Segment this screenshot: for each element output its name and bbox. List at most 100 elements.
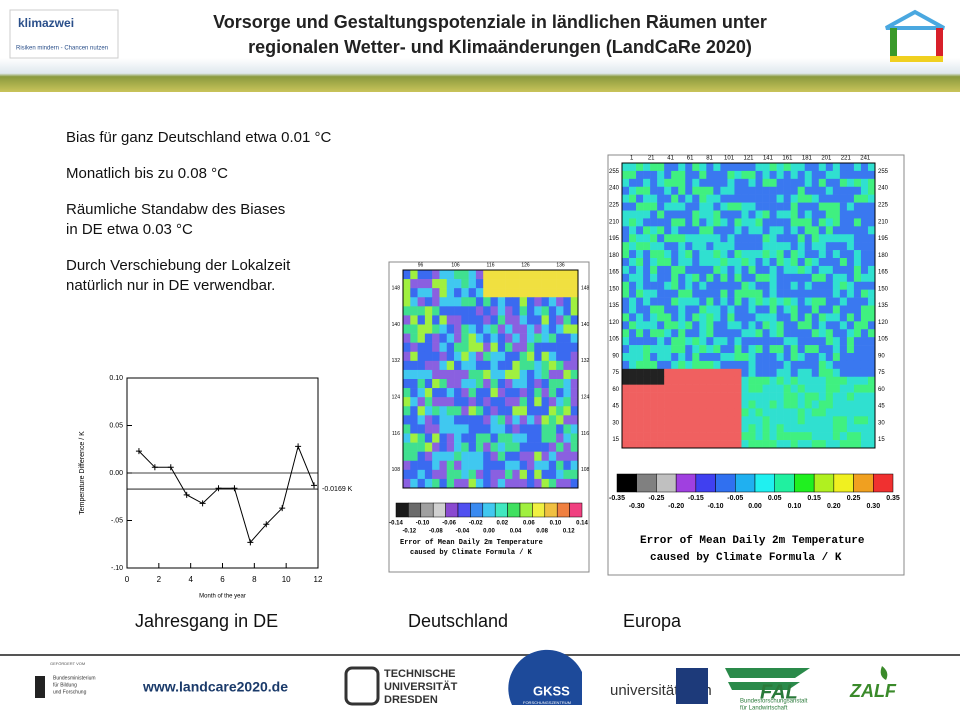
map-cell [446,297,455,307]
map-cell [678,202,686,211]
map-tick-label: 255 [878,169,889,175]
map-cell [713,242,721,251]
map-cell [720,265,728,275]
map-cell [860,321,869,330]
map-cell [699,186,707,195]
map-cell [846,297,855,306]
logo-text: UNIVERSITÄT [384,680,458,693]
map-cell [776,305,784,314]
map-cell [727,416,735,425]
map-cell [671,273,679,283]
map-cell [454,478,462,489]
map-cell [804,202,813,211]
map-cell [762,178,770,188]
map-cell [622,234,630,243]
map-cell [825,329,834,338]
logo-text: TECHNISCHE [384,668,456,680]
map-cell [563,379,572,389]
map-cell [548,424,557,434]
map-cell [783,360,791,370]
map-cell [424,279,433,289]
map-cell [783,210,791,219]
map-cell [720,163,728,172]
map-cell [563,369,572,380]
map-cell [825,305,834,314]
map-cell [563,406,572,416]
map-cell [526,433,535,443]
map-cell [832,416,841,425]
map-cell [769,400,777,409]
map-cell [818,186,827,195]
x-axis-label: Month of the year [199,594,246,600]
map-cell [685,305,693,314]
map-cell [671,392,679,401]
map-cell [548,469,557,480]
map-cell [497,433,506,443]
map-cell [776,376,784,385]
map-cell [727,345,735,354]
map-tick-label: 106 [451,262,460,268]
map-cell [860,384,869,393]
map-cell [720,170,728,180]
map-cell [699,432,707,441]
map-cell [678,273,686,283]
map-tick-label: 90 [612,353,619,359]
map-cell [776,250,784,259]
map-cell [424,460,433,471]
map-cell [678,186,686,195]
map-cell [622,202,630,211]
map-cell [526,451,535,462]
colorbar-label: -0.35 [609,495,625,502]
map-cell [720,376,728,385]
map-cell [818,234,827,243]
map-cell [755,360,763,370]
colorbar-cell [695,473,716,493]
map-cell [454,297,462,307]
map-cell [468,388,477,398]
colorbar-cell [457,502,471,518]
map-cell [650,321,658,330]
map-cell [664,337,672,346]
map-cell [461,315,469,325]
map-cell [643,218,651,227]
map-cell [657,440,665,449]
map-cell [692,210,700,219]
map-cell [699,400,707,409]
footer-url[interactable]: www.landcare2020.de [142,679,288,695]
map-cell [853,432,862,441]
map-cell [548,279,557,289]
map-cell [685,416,693,425]
map-cell [860,345,869,354]
map-cell [804,265,813,275]
map-cell [853,178,862,188]
eagle [35,676,45,698]
map-cell [783,202,791,211]
map-cell [846,202,855,211]
map-cell [541,342,550,353]
map-cell [534,379,542,389]
map-cell [811,163,820,172]
map-cell [664,210,672,219]
map-cell [657,416,665,425]
map-cell [755,424,763,433]
map-cell [762,218,770,227]
map-cell [853,337,862,346]
map-cell [818,321,827,330]
map-cell [832,400,841,409]
map-cell [678,353,686,362]
map-cell [748,218,756,227]
map-cell [748,408,756,417]
map-cell [804,392,813,401]
map-cell [446,306,455,316]
map-cell [790,250,798,259]
map-cell [825,353,834,362]
map-cell [790,170,798,180]
map-cell [755,368,763,378]
map-cell [636,392,644,401]
map-cell [650,416,658,425]
map-cell [755,321,763,330]
map-cell [678,392,686,401]
map-cell [461,342,469,353]
map-cell [439,369,448,380]
map-cell [650,250,658,259]
